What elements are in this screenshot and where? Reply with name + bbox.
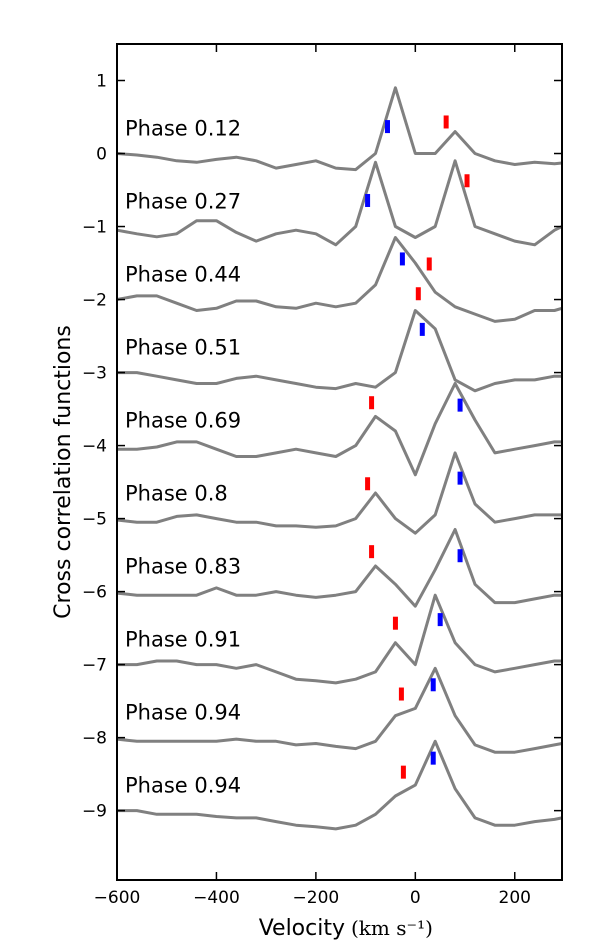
y-tick-label: −1 <box>82 218 107 238</box>
primary-velocity-marker-9 <box>430 751 436 765</box>
secondary-velocity-marker-4 <box>369 396 375 410</box>
ccf-line-6 <box>116 528 562 608</box>
secondary-velocity-marker-0 <box>443 115 449 129</box>
ccf-line-9 <box>117 739 563 831</box>
ccf-line-0 <box>116 86 563 172</box>
secondary-velocity-marker-3 <box>415 287 421 301</box>
y-tick-label: −5 <box>82 510 107 530</box>
primary-velocity-marker-5 <box>457 471 463 485</box>
phase-label-6: Phase 0.83 <box>125 554 241 578</box>
phase-label-0: Phase 0.12 <box>125 116 241 140</box>
phase-label-8: Phase 0.94 <box>125 700 241 724</box>
x-axis-unit: (km s⁻¹) <box>351 916 433 940</box>
ccf-line-4 <box>117 382 562 477</box>
velocity-markers <box>365 115 470 779</box>
primary-velocity-marker-3 <box>419 322 425 336</box>
x-tick-label: −400 <box>193 888 240 908</box>
x-tick-label: −200 <box>293 888 340 908</box>
secondary-velocity-marker-9 <box>400 765 406 779</box>
y-axis-title: Cross correlation functions <box>51 325 76 619</box>
y-tick-label: −3 <box>82 364 107 384</box>
secondary-velocity-marker-6 <box>369 545 375 559</box>
secondary-velocity-marker-7 <box>392 616 398 630</box>
ccf-line-3 <box>117 309 562 393</box>
secondary-velocity-marker-2 <box>426 257 432 271</box>
phase-label-3: Phase 0.51 <box>125 335 241 359</box>
phase-label-2: Phase 0.44 <box>125 262 241 286</box>
phase-label-5: Phase 0.8 <box>125 481 228 505</box>
ccf-line-8 <box>116 666 563 754</box>
primary-velocity-marker-2 <box>399 252 405 266</box>
phase-label-1: Phase 0.27 <box>125 189 241 213</box>
phase-label-4: Phase 0.69 <box>125 408 241 432</box>
y-tick-label: −6 <box>82 583 107 603</box>
phase-label-9: Phase 0.94 <box>125 773 241 797</box>
primary-velocity-marker-8 <box>430 678 436 692</box>
x-axis-title: Velocity <box>259 916 345 941</box>
y-tick-label: 1 <box>96 72 107 92</box>
y-tick-label: 0 <box>96 145 107 165</box>
secondary-velocity-marker-1 <box>464 174 470 188</box>
phase-label-7: Phase 0.91 <box>125 627 241 651</box>
primary-velocity-marker-4 <box>457 398 463 412</box>
y-tick-label: −9 <box>82 802 107 822</box>
plot-frame <box>116 43 563 881</box>
y-axis-ticks: 1 0 −1 −2 −3 −4 −5 −6 −7 −8 −9 <box>82 72 562 822</box>
y-tick-label: −8 <box>82 729 107 749</box>
primary-velocity-marker-7 <box>437 613 443 627</box>
ccf-line-5 <box>116 451 562 535</box>
y-tick-label: −7 <box>82 656 107 676</box>
x-tick-label: 0 <box>410 888 421 908</box>
series-lines <box>116 86 563 831</box>
y-tick-label: −4 <box>82 437 107 457</box>
primary-velocity-marker-6 <box>457 549 463 563</box>
secondary-velocity-marker-5 <box>365 477 371 491</box>
ccf-line-7 <box>117 593 562 685</box>
x-axis-ticks: −600 −400 −200 0 200 <box>94 44 531 908</box>
phase-labels: Phase 0.12 Phase 0.27 Phase 0.44 Phase 0.51… <box>125 116 241 797</box>
y-tick-label: −2 <box>82 291 107 311</box>
ccf-line-2 <box>116 236 563 323</box>
primary-velocity-marker-1 <box>365 193 371 207</box>
x-tick-label: −600 <box>94 888 141 908</box>
secondary-velocity-marker-8 <box>398 687 404 701</box>
x-axis-label: Velocity <box>259 916 345 941</box>
ccf-line-1 <box>116 159 563 247</box>
primary-velocity-marker-0 <box>384 120 390 134</box>
x-tick-label: 200 <box>499 888 531 908</box>
